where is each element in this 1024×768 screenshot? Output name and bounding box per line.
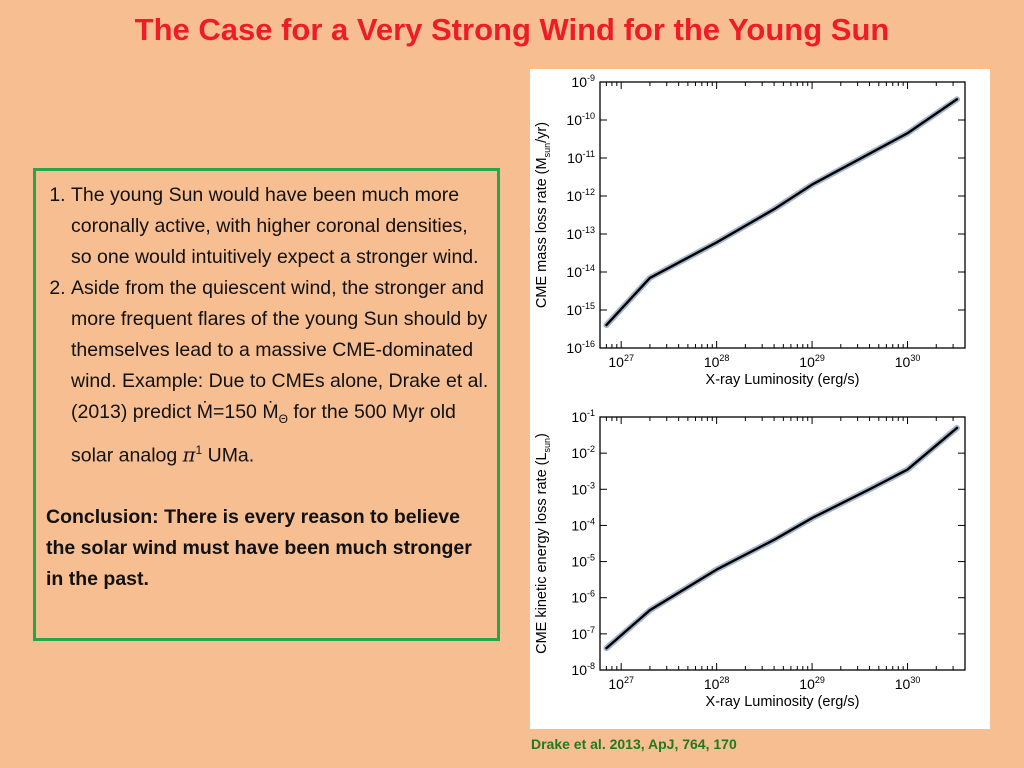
chart-2: 1027 1028 1029 1030 10-1 10-2 10-3 10-4 10-5 10-6… [534,408,966,710]
y-tick-label: 10-3 [571,480,595,497]
y-tick-label: 10-14 [566,263,595,280]
data-point [906,132,909,134]
data-point [715,241,718,244]
pi-superscript: 1 [195,442,203,457]
data-point [773,208,775,210]
data-point [868,152,871,155]
pi-symbol: π [182,443,196,467]
x-tick-label: 1027 [608,675,634,692]
y-tick-label: 10-10 [566,111,595,128]
series-band [603,96,960,329]
data-point [956,98,958,101]
y-tick-label: 10-15 [566,301,595,318]
citation: Drake et al. 2013, ApJ, 764, 170 [531,736,737,752]
data-point [956,427,958,429]
point-2-tail-b: UMa. [202,444,255,467]
data-point [715,568,718,571]
data-point [605,647,608,649]
series-band [603,424,960,652]
x-axis-label: X-ray Luminosity (erg/s) [706,372,860,388]
data-point [906,468,909,471]
series-line [605,98,959,327]
y-tick-label: 10-13 [566,225,595,242]
y-tick-label: 10-2 [571,444,595,461]
data-point [811,517,813,519]
series-line [605,426,959,650]
y-tick-label: 10-7 [571,625,595,642]
text-box: The young Sun would have been much more … [33,168,500,641]
x-tick-label: 1029 [799,675,825,692]
y-tick-label: 10-9 [571,73,595,90]
data-point [773,539,775,541]
plot-frame [599,416,966,671]
x-tick-label: 1028 [704,675,730,692]
figure-panel: 1027 1028 1029 1030 10-9 10-10 10-11 10-12 10-13… [530,69,990,729]
y-tick-label: 10-8 [571,661,595,678]
data-point [868,488,871,491]
y-tick-label: 10-12 [566,187,595,204]
point-list: The young Sun would have been much more … [46,180,489,471]
x-axis-label: X-ray Luminosity (erg/s) [706,694,860,710]
data-point [811,183,813,186]
point-2-text: Aside from the quiescent wind, the stron… [71,277,489,423]
x-tick-label: 1027 [608,353,634,370]
y-tick-label: 10-1 [571,408,595,425]
point-1: The young Sun would have been much more … [71,180,489,273]
conclusion-text: Conclusion: There is every reason to bel… [46,506,472,591]
chart-figure: 1027 1028 1029 1030 10-9 10-10 10-11 10-12 10-13… [534,73,966,710]
y-tick-label: 10-6 [571,589,595,606]
data-point [649,277,651,279]
sun-symbol-sub: Θ [278,411,288,426]
x-tick-label: 1030 [895,353,921,370]
plot-frame [599,81,966,349]
y-tick-label: 10-16 [566,339,595,356]
data-point [605,324,608,326]
point-2: Aside from the quiescent wind, the stron… [71,273,489,471]
y-tick-label: 10-4 [571,516,595,533]
y-tick-label: 10-5 [571,553,595,570]
slide-title: The Case for a Very Strong Wind for the … [134,12,890,47]
x-tick-label: 1030 [895,675,921,692]
x-tick-label: 1028 [704,353,730,370]
y-axis-label: CME mass loss rate (Msun/yr) [534,122,552,308]
x-tick-label: 1029 [799,353,825,370]
point-2-tail-a: for the 500 Myr old solar analog [71,401,456,467]
y-axis-label: CME kinetic energy loss rate (Lsun) [534,433,552,654]
data-point [649,609,651,611]
chart-1: 1027 1028 1029 1030 10-9 10-10 10-11 10-12 10-13… [534,73,966,388]
y-tick-label: 10-11 [567,149,595,166]
